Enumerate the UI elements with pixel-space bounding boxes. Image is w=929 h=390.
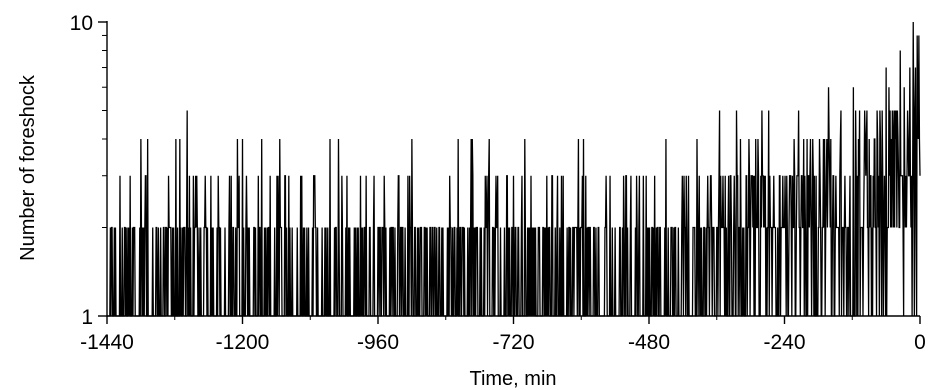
y-tick-label: 10 (70, 12, 93, 35)
x-tick-label: 0 (914, 331, 926, 354)
x-tick-label: -1200 (216, 331, 270, 354)
x-tick-label: -480 (628, 331, 670, 354)
y-axis-ticks: 1 10 (70, 12, 107, 329)
y-tick-label: 1 (81, 306, 93, 329)
plot-area (106, 21, 921, 317)
x-axis-title: Time, min (469, 368, 556, 390)
x-axis-ticks: -1440 -1200 -960 -720 -480 -240 0 (80, 316, 926, 354)
x-tick-label: -720 (492, 331, 534, 354)
x-tick-label: -960 (357, 331, 399, 354)
x-tick-label: -240 (763, 331, 805, 354)
foreshock-series-line (107, 21, 921, 317)
y-axis-title: Number of foreshock (17, 74, 39, 261)
x-tick-label: -1440 (80, 331, 134, 354)
